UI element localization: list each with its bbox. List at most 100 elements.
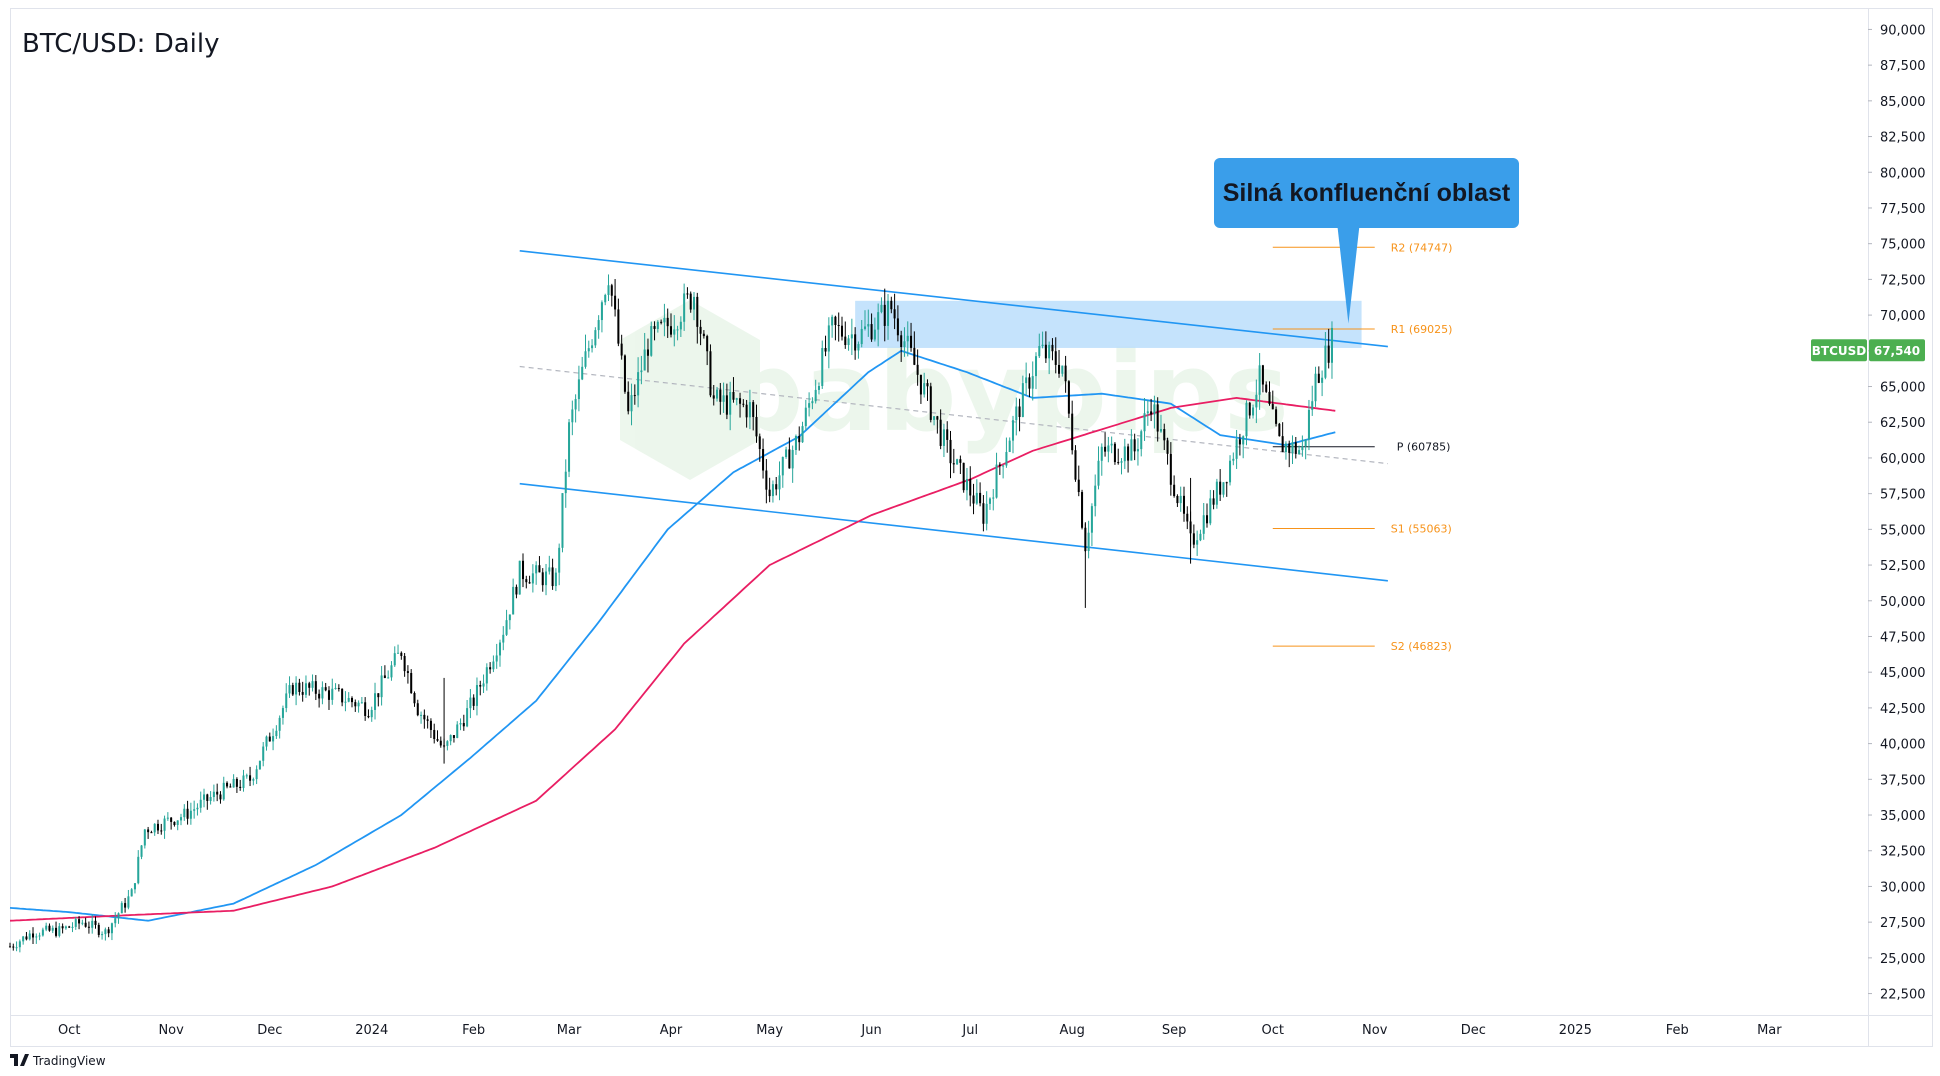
candle-body xyxy=(209,797,212,801)
candle-body xyxy=(1018,406,1021,417)
candle-body xyxy=(265,736,268,747)
y-tick-label: 87,500 xyxy=(1880,59,1926,74)
candle-body xyxy=(446,741,449,746)
candle-body xyxy=(1219,481,1222,495)
candle-body xyxy=(620,343,623,356)
candle-body xyxy=(1199,533,1202,541)
candle-body xyxy=(137,856,140,884)
candle-body xyxy=(469,697,472,709)
candle-body xyxy=(229,786,232,788)
candle-body xyxy=(301,691,304,695)
candle-body xyxy=(900,335,903,348)
candle-body xyxy=(706,336,709,352)
candle-body xyxy=(397,652,400,654)
footer-brand: TradingView xyxy=(32,1054,106,1068)
candle-body xyxy=(61,926,64,929)
candle-body xyxy=(637,372,640,396)
candle-body xyxy=(160,830,163,832)
candle-body xyxy=(370,709,373,718)
candle-body xyxy=(439,740,442,746)
candle-body xyxy=(1100,446,1103,461)
candle-body xyxy=(1002,465,1005,467)
candle-body xyxy=(219,794,222,800)
candle-body xyxy=(604,295,607,303)
candle-body xyxy=(1314,373,1317,402)
candle-body xyxy=(298,682,301,692)
candle-body xyxy=(475,685,478,706)
candle-body xyxy=(1015,406,1018,421)
candle-body xyxy=(272,736,275,742)
candle-body xyxy=(607,285,610,296)
candle-body xyxy=(541,572,544,586)
candle-body xyxy=(1242,436,1245,445)
candle-body xyxy=(1031,376,1034,389)
candle-body xyxy=(114,918,117,924)
y-tick-label: 25,000 xyxy=(1880,952,1926,967)
candle-body xyxy=(163,818,166,831)
candle-body xyxy=(456,724,459,738)
candle-body xyxy=(794,435,797,451)
candle-body xyxy=(337,687,340,689)
candle-body xyxy=(614,295,617,310)
candle-body xyxy=(124,903,127,908)
callout-text: Silná konfluenční oblast xyxy=(1223,179,1511,207)
candle-body xyxy=(673,329,676,335)
candles xyxy=(8,274,1333,953)
candle-body xyxy=(808,403,811,408)
candle-body xyxy=(666,317,669,327)
y-tick-label: 82,500 xyxy=(1880,131,1926,146)
candle-body xyxy=(860,328,863,345)
candle-body xyxy=(1321,377,1324,383)
pivot-label: R1 (69025) xyxy=(1391,323,1453,336)
candle-body xyxy=(798,435,801,443)
candle-body xyxy=(837,325,840,327)
candle-body xyxy=(1205,515,1209,524)
candle-body xyxy=(610,285,613,296)
candle-body xyxy=(203,794,206,800)
candle-body xyxy=(581,366,584,380)
pivot-label: S2 (46823) xyxy=(1391,640,1452,653)
candle-body xyxy=(906,335,909,342)
candle-body xyxy=(778,475,781,490)
candle-body xyxy=(587,348,590,352)
last-price-badge: BTCUSD 67,540 xyxy=(1811,339,1925,362)
candle-body xyxy=(985,503,988,524)
candle-body xyxy=(150,832,153,834)
candle-body xyxy=(535,565,538,574)
candle-body xyxy=(781,456,784,476)
candle-body xyxy=(982,503,985,524)
candle-body xyxy=(505,620,508,635)
candle-body xyxy=(1051,344,1054,352)
candle-body xyxy=(942,429,945,446)
candle-body xyxy=(1271,404,1274,410)
candle-body xyxy=(748,402,751,418)
candle-body xyxy=(919,374,922,395)
x-tick-label: Nov xyxy=(158,1023,184,1038)
candle-body xyxy=(1130,439,1133,461)
candle-body xyxy=(679,321,682,330)
candle-body xyxy=(998,464,1001,466)
candle-body xyxy=(719,389,722,402)
confluence-callout: Silná konfluenční oblast xyxy=(1214,158,1519,324)
candle-body xyxy=(452,735,455,738)
y-tick-label: 55,000 xyxy=(1880,523,1926,538)
candle-body xyxy=(1222,482,1225,495)
candle-body xyxy=(1127,446,1130,461)
candle-body xyxy=(258,760,261,770)
candle-body xyxy=(1196,540,1199,545)
candle-body xyxy=(374,693,377,710)
candle-body xyxy=(64,926,67,929)
tradingview-logo[interactable]: TradingView xyxy=(10,1054,106,1068)
x-tick-label: Mar xyxy=(557,1023,582,1038)
candle-body xyxy=(568,422,571,472)
candle-body xyxy=(1330,327,1333,363)
candle-body xyxy=(653,326,656,329)
y-tick-label: 65,000 xyxy=(1880,381,1926,396)
candle-body xyxy=(752,402,755,417)
candle-body xyxy=(548,567,551,572)
candle-body xyxy=(1265,384,1268,392)
candle-body xyxy=(811,401,814,404)
candle-body xyxy=(1192,533,1195,545)
candle-body xyxy=(561,493,564,548)
candle-body xyxy=(1097,460,1100,486)
